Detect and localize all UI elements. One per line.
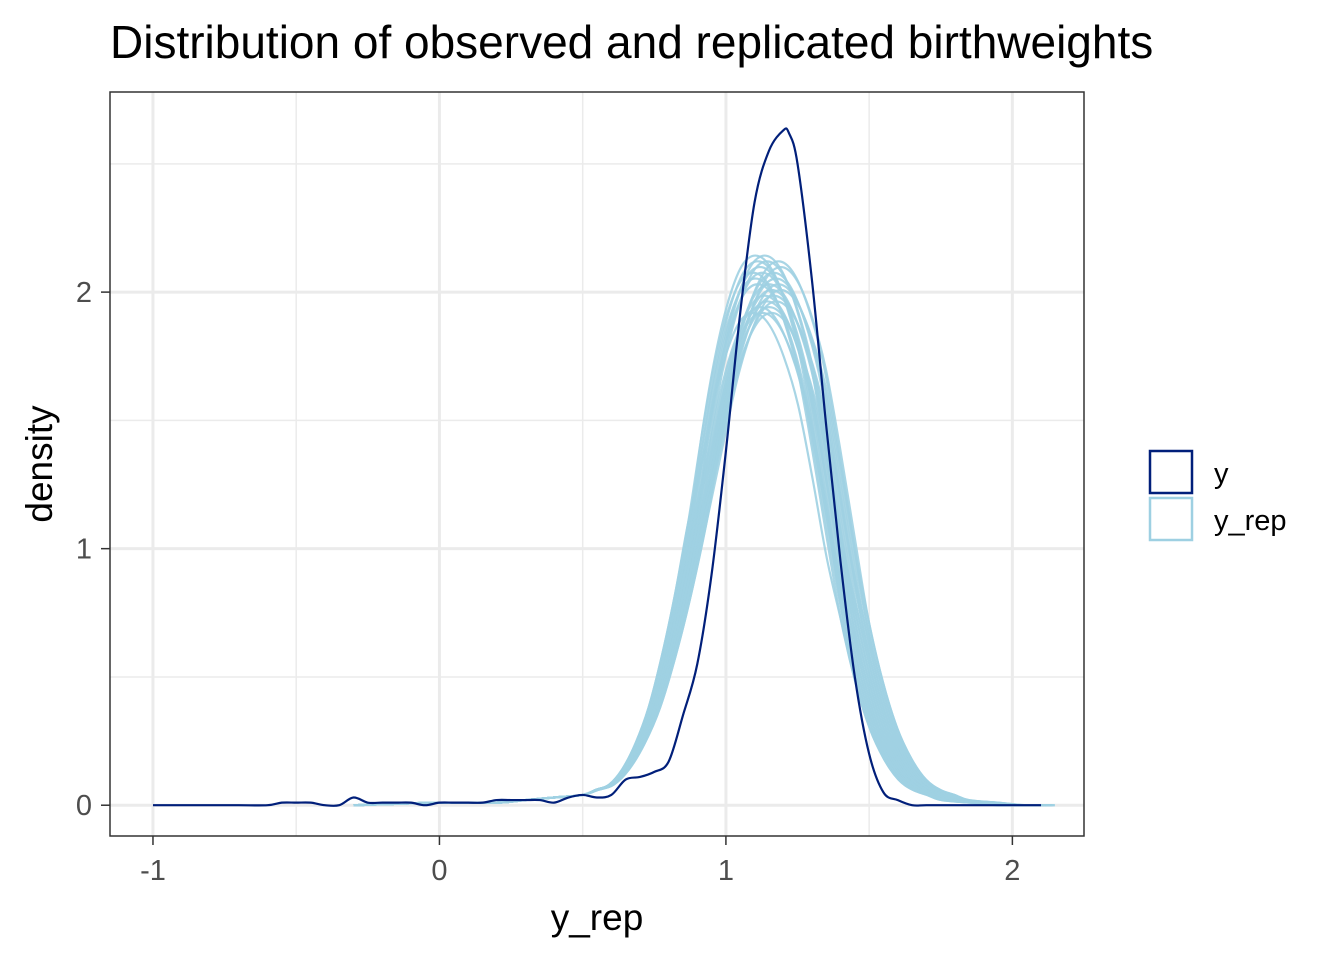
x-tick-label: 1: [718, 855, 734, 887]
plot-panel-border: [109, 91, 1085, 837]
grid-lines: [110, 92, 1084, 836]
y-tick-label: 1: [76, 534, 92, 566]
y-axis: 0 1 2: [76, 277, 110, 822]
y-series-group: [152, 127, 1042, 807]
x-tick-label: -1: [140, 855, 166, 887]
y-density-line: [152, 127, 1042, 807]
x-axis: -1 0 1 2: [140, 836, 1020, 887]
y-tick-label: 0: [76, 790, 92, 822]
legend-label-y: y: [1214, 458, 1229, 490]
chart-title: Distribution of observed and replicated …: [110, 16, 1153, 68]
legend: y y_rep: [1148, 449, 1287, 542]
x-tick-label: 2: [1004, 855, 1020, 887]
plot-background: [110, 92, 1084, 836]
y-axis-title: density: [19, 405, 60, 523]
legend-key-y: [1148, 449, 1194, 495]
legend-key-y-rep: [1148, 496, 1194, 542]
y-rep-series-group: [353, 254, 1055, 807]
x-axis-title: y_rep: [551, 897, 644, 938]
y-rep-density-line: [353, 283, 1032, 807]
legend-label-y-rep: y_rep: [1214, 505, 1287, 537]
y-tick-label: 2: [76, 277, 92, 309]
x-tick-label: 0: [431, 855, 447, 887]
